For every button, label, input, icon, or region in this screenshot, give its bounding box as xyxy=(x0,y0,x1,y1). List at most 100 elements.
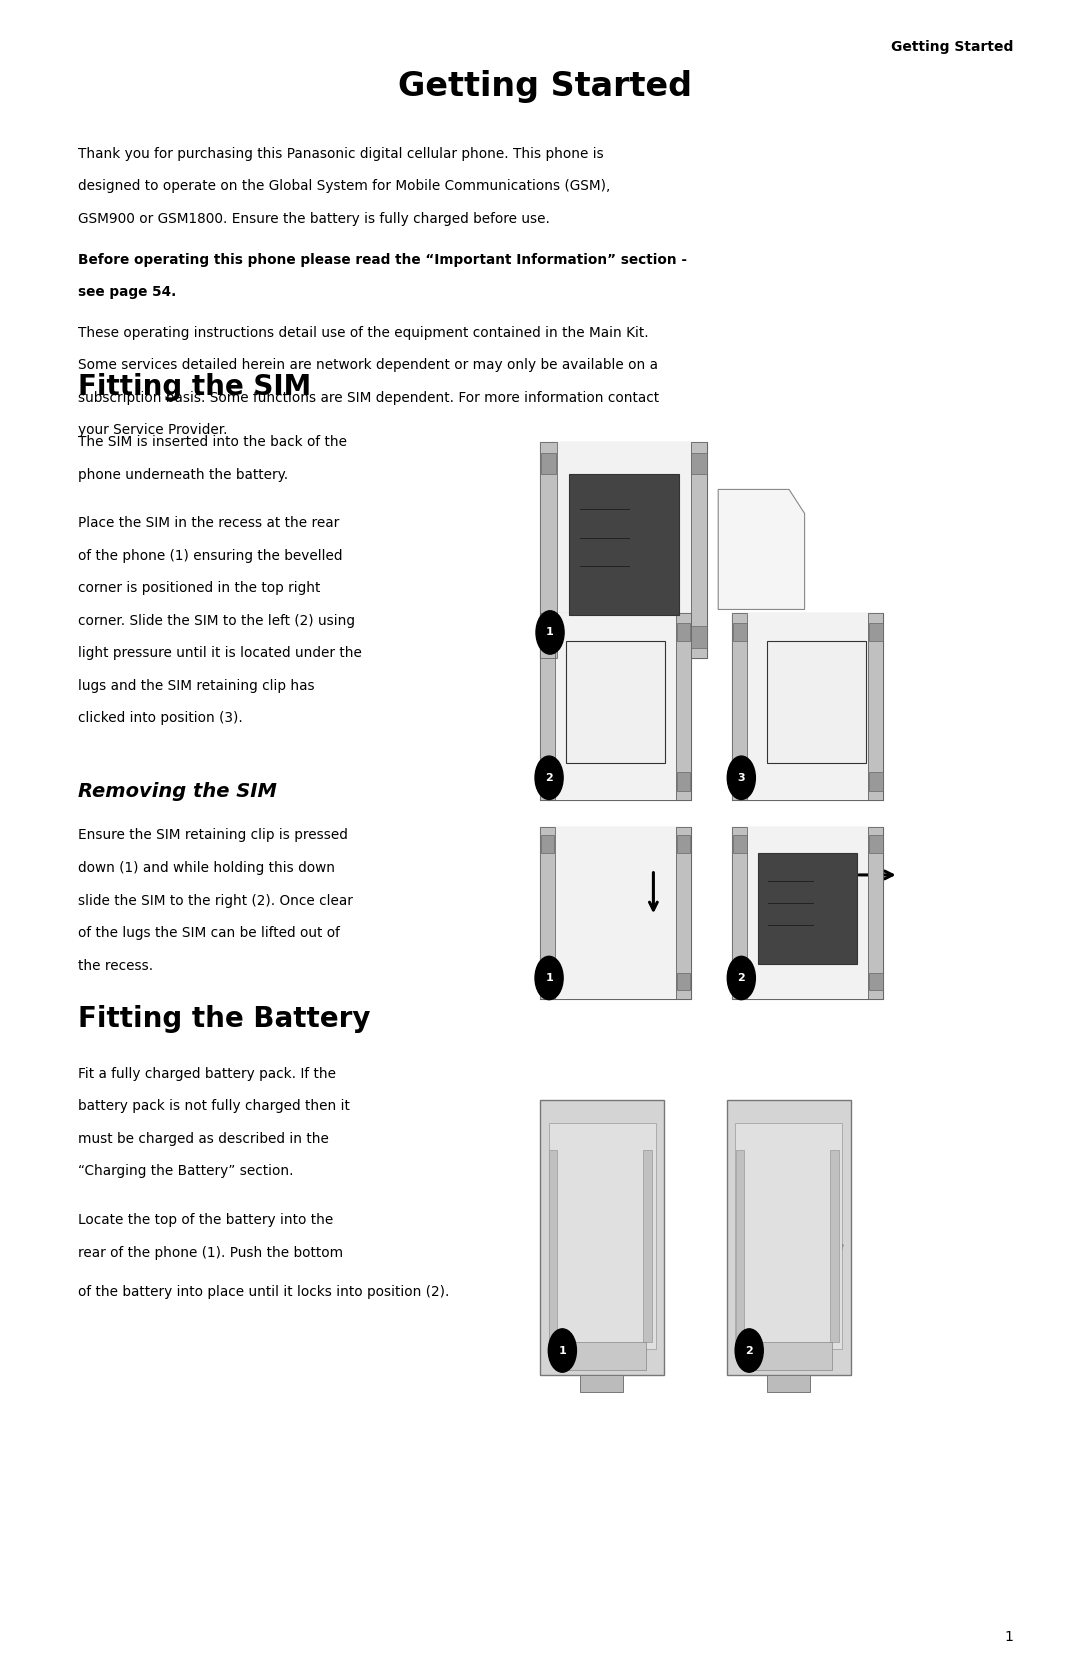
Text: “Charging the Battery” section.: “Charging the Battery” section. xyxy=(78,1164,294,1179)
Bar xyxy=(541,623,554,642)
Text: Ensure the SIM retaining clip is pressed: Ensure the SIM retaining clip is pressed xyxy=(78,828,348,842)
Text: Fit a fully charged battery pack. If the: Fit a fully charged battery pack. If the xyxy=(78,1067,336,1080)
Text: GSM900 or GSM1800. Ensure the battery is fully charged before use.: GSM900 or GSM1800. Ensure the battery is… xyxy=(78,212,550,225)
Bar xyxy=(676,827,691,999)
Bar xyxy=(566,642,665,763)
Bar xyxy=(549,1124,656,1349)
Bar xyxy=(733,623,746,642)
Text: 1: 1 xyxy=(546,627,554,637)
Bar xyxy=(868,827,883,999)
Bar xyxy=(540,827,691,999)
Bar xyxy=(829,1150,839,1342)
Text: corner is positioned in the top right: corner is positioned in the top right xyxy=(78,582,320,595)
Circle shape xyxy=(535,757,563,800)
Bar xyxy=(541,772,554,790)
Circle shape xyxy=(536,610,564,653)
Bar xyxy=(580,1375,623,1392)
Text: Fitting the Battery: Fitting the Battery xyxy=(78,1005,370,1034)
Text: Getting Started: Getting Started xyxy=(399,70,692,103)
Bar xyxy=(747,827,868,999)
Bar xyxy=(677,772,690,790)
Bar xyxy=(540,827,555,999)
Text: Some services detailed herein are network dependent or may only be available on : Some services detailed herein are networ… xyxy=(78,358,658,372)
Text: light pressure until it is located under the: light pressure until it is located under… xyxy=(78,647,362,660)
Bar xyxy=(691,442,707,658)
Bar xyxy=(727,1100,851,1375)
Bar xyxy=(541,974,554,990)
Bar xyxy=(676,827,691,999)
Bar xyxy=(691,452,706,473)
Text: of the phone (1) ensuring the bevelled: of the phone (1) ensuring the bevelled xyxy=(78,548,342,563)
Text: corner. Slide the SIM to the left (2) using: corner. Slide the SIM to the left (2) us… xyxy=(78,613,354,628)
Bar xyxy=(732,827,883,999)
Bar xyxy=(732,613,883,800)
Text: see page 54.: see page 54. xyxy=(78,285,176,298)
Bar xyxy=(732,827,747,999)
Text: Place the SIM in the recess at the rear: Place the SIM in the recess at the rear xyxy=(78,517,339,530)
Bar xyxy=(540,613,555,800)
Bar xyxy=(540,442,557,658)
Bar xyxy=(735,1150,744,1342)
Text: rear of the phone (1). Push the bottom: rear of the phone (1). Push the bottom xyxy=(78,1245,342,1260)
Text: battery pack is not fully charged then it: battery pack is not fully charged then i… xyxy=(78,1100,350,1114)
Bar xyxy=(747,613,868,800)
Bar xyxy=(691,627,706,648)
Text: must be charged as described in the: must be charged as described in the xyxy=(78,1132,328,1145)
Text: 1: 1 xyxy=(545,974,553,984)
Bar xyxy=(767,1375,810,1392)
Bar xyxy=(677,835,690,852)
Text: Locate the top of the battery into the: Locate the top of the battery into the xyxy=(78,1214,333,1227)
Text: your Service Provider.: your Service Provider. xyxy=(78,423,227,437)
Bar xyxy=(868,613,883,800)
Bar xyxy=(541,627,556,648)
Bar xyxy=(676,613,691,800)
Bar xyxy=(540,613,555,800)
Bar xyxy=(541,835,554,852)
Polygon shape xyxy=(718,490,805,610)
Text: the recess.: the recess. xyxy=(78,959,153,972)
Bar xyxy=(557,442,691,658)
Text: 2: 2 xyxy=(738,974,745,984)
Circle shape xyxy=(727,957,755,1000)
Bar xyxy=(868,613,883,800)
Text: down (1) and while holding this down: down (1) and while holding this down xyxy=(78,860,335,875)
Text: subscription basis. Some functions are SIM dependent. For more information conta: subscription basis. Some functions are S… xyxy=(78,390,659,405)
Bar xyxy=(676,613,691,800)
Bar xyxy=(735,1124,842,1349)
Bar xyxy=(540,442,557,658)
Text: slide the SIM to the right (2). Once clear: slide the SIM to the right (2). Once cle… xyxy=(78,894,353,907)
Bar xyxy=(869,835,882,852)
Circle shape xyxy=(535,957,563,1000)
Bar xyxy=(691,442,707,658)
Bar xyxy=(869,974,882,990)
Bar xyxy=(733,835,746,852)
Bar xyxy=(869,623,882,642)
Bar xyxy=(732,827,747,999)
Text: 3: 3 xyxy=(738,773,745,783)
Bar xyxy=(733,974,746,990)
Text: designed to operate on the Global System for Mobile Communications (GSM),: designed to operate on the Global System… xyxy=(78,178,610,193)
Text: lugs and the SIM retaining clip has: lugs and the SIM retaining clip has xyxy=(78,678,314,693)
Circle shape xyxy=(549,1329,577,1372)
Text: Fitting the SIM: Fitting the SIM xyxy=(78,373,311,402)
Text: The SIM is inserted into the back of the: The SIM is inserted into the back of the xyxy=(78,435,347,448)
Bar xyxy=(558,1342,646,1370)
Text: 1: 1 xyxy=(558,1345,566,1355)
Circle shape xyxy=(735,1329,764,1372)
Text: of the battery into place until it locks into position (2).: of the battery into place until it locks… xyxy=(78,1285,449,1299)
Bar xyxy=(733,772,746,790)
Text: Removing the SIM: Removing the SIM xyxy=(78,782,276,800)
Text: of the lugs the SIM can be lifted out of: of the lugs the SIM can be lifted out of xyxy=(78,927,339,940)
Text: 1: 1 xyxy=(1004,1630,1013,1644)
Bar xyxy=(540,613,691,800)
Bar xyxy=(643,1150,652,1342)
Text: 2: 2 xyxy=(545,773,553,783)
Bar xyxy=(758,852,858,964)
Text: clicked into position (3).: clicked into position (3). xyxy=(78,712,243,725)
Bar xyxy=(540,1100,664,1375)
Bar xyxy=(869,772,882,790)
Text: Getting Started: Getting Started xyxy=(891,40,1013,53)
Text: Thank you for purchasing this Panasonic digital cellular phone. This phone is: Thank you for purchasing this Panasonic … xyxy=(78,147,604,160)
Bar xyxy=(549,1150,557,1342)
Text: Before operating this phone please read the “Important Information” section -: Before operating this phone please read … xyxy=(78,252,687,267)
